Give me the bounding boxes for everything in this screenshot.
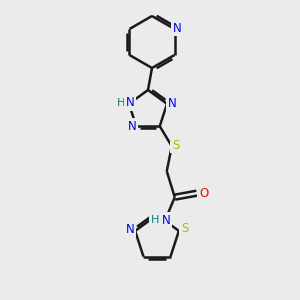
Text: N: N	[126, 224, 134, 236]
Text: H: H	[117, 98, 125, 108]
Text: O: O	[199, 187, 208, 200]
Text: N: N	[168, 97, 176, 110]
Text: N: N	[126, 96, 134, 109]
Text: N: N	[173, 22, 182, 34]
Text: N: N	[128, 120, 136, 133]
Text: N: N	[161, 214, 170, 227]
Text: S: S	[181, 222, 189, 236]
Text: S: S	[172, 139, 179, 152]
Text: H: H	[151, 215, 159, 225]
